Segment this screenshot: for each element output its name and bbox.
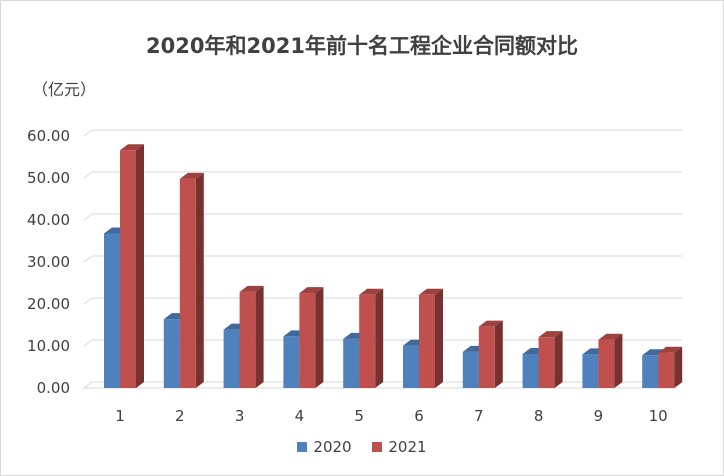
bar-2020-10	[642, 355, 659, 388]
bar-side-2021	[435, 288, 443, 388]
bar-side-2021	[614, 333, 623, 388]
y-tick-label: 20.00	[27, 295, 70, 313]
bar-2020-8	[522, 353, 539, 388]
x-tick-label: 6	[414, 407, 424, 425]
bar-2020-9	[582, 354, 599, 388]
x-tick-label: 8	[534, 407, 544, 425]
bar-2020-5	[343, 338, 360, 388]
gridline-side	[83, 339, 93, 347]
bar-top-2021	[299, 287, 324, 294]
bar-side-2021	[554, 331, 563, 388]
bar-top-2021	[179, 172, 204, 179]
legend-label-2021: 2021	[388, 438, 427, 456]
bar-top-2021	[120, 144, 144, 151]
x-tick-label: 10	[649, 407, 668, 425]
y-tick-label: 10.00	[27, 337, 70, 355]
bar-2021-4	[299, 293, 316, 388]
legend-item-2020: 2020	[297, 438, 352, 456]
bar-top-2021	[478, 320, 503, 327]
y-tick-label: 50.00	[27, 169, 70, 187]
x-tick-label: 5	[354, 407, 364, 425]
bar-top-2021	[538, 331, 563, 338]
x-tick-label: 7	[474, 407, 484, 425]
bar-top-2021	[419, 288, 443, 295]
bar-2021-3	[239, 291, 256, 388]
bar-2020-2	[163, 319, 180, 388]
bar-2021-10	[658, 352, 675, 388]
legend-swatch-2020	[297, 442, 308, 452]
x-tick-label: 4	[295, 407, 305, 425]
y-unit-label: （亿元）	[32, 80, 97, 99]
x-tick-label: 9	[594, 407, 604, 425]
bar-2021-2	[179, 178, 196, 388]
chart-title: 2020年和2021年前十名工程企业合同额对比	[146, 34, 578, 58]
y-tick-label: 0.00	[37, 379, 70, 397]
gridline-side	[83, 213, 93, 221]
bar-2020-1	[104, 233, 120, 388]
gridline-side	[83, 129, 93, 137]
bar-top-2021	[658, 346, 683, 353]
bar-2021-1	[120, 150, 136, 388]
bar-side-2021	[195, 172, 204, 388]
gridline-side	[83, 297, 93, 305]
bar-side-2021	[494, 320, 503, 388]
bar-top-2021	[598, 333, 623, 340]
y-tick-label: 30.00	[27, 253, 70, 271]
bar-side-2021	[375, 288, 384, 388]
bar-2021-7	[478, 326, 495, 388]
x-tick-label: 1	[115, 407, 125, 425]
bar-top-2021	[239, 285, 264, 292]
bar-2021-9	[598, 339, 615, 388]
legend-swatch-2021	[372, 442, 383, 452]
bar-side-2021	[136, 144, 144, 388]
bar-2021-5	[359, 294, 376, 388]
bar-2020-6	[403, 345, 419, 388]
bar-side-2021	[255, 285, 264, 388]
bar-2020-3	[223, 329, 240, 388]
legend-item-2021: 2021	[372, 438, 427, 456]
gridline-side	[83, 255, 93, 263]
bar-side-2021	[315, 287, 324, 388]
legend: 2020 2021	[0, 438, 724, 456]
y-tick-label: 40.00	[27, 211, 70, 229]
x-tick-label: 3	[235, 407, 245, 425]
y-tick-label: 60.00	[27, 127, 70, 145]
bar-2020-4	[283, 336, 300, 388]
bar-top-2021	[359, 288, 384, 295]
legend-label-2020: 2020	[313, 438, 352, 456]
bar-2021-6	[419, 294, 435, 388]
bar-2021-8	[538, 337, 555, 388]
x-tick-label: 2	[175, 407, 185, 425]
bar-side-2021	[674, 346, 683, 388]
gridline-side	[83, 171, 93, 179]
bar-2020-7	[462, 351, 479, 388]
